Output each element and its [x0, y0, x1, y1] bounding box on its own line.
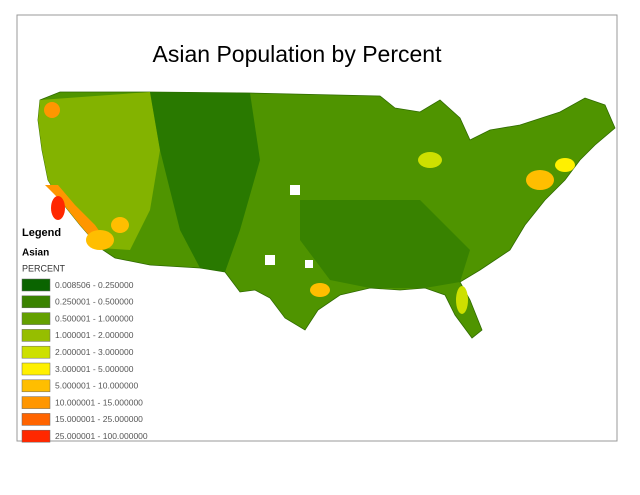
legend-label: 5.000001 - 10.000000 [55, 381, 138, 391]
legend-label: 2.000001 - 3.000000 [55, 347, 134, 357]
legend-layer: Asian [22, 248, 49, 259]
legend-swatch [21, 379, 51, 393]
legend-swatch [21, 278, 51, 292]
socal [86, 230, 114, 250]
legend-label: 15.000001 - 25.000000 [55, 414, 143, 424]
map-title: Asian Population by Percent [153, 41, 443, 67]
bay-area [51, 196, 65, 220]
legend-swatch [21, 362, 51, 376]
florida [456, 286, 468, 314]
no-data [265, 255, 275, 265]
new-england [555, 158, 575, 172]
no-data [290, 185, 300, 195]
legend-label: 3.000001 - 5.000000 [55, 364, 134, 374]
legend-swatch [21, 295, 51, 309]
legend-items: 0.008506 - 0.250000 0.250001 - 0.500000 0.… [21, 278, 148, 443]
texas [310, 283, 330, 297]
legend-label: 10.000001 - 15.000000 [55, 397, 143, 407]
legend-label: 0.008506 - 0.250000 [55, 280, 134, 290]
legend-swatch [21, 429, 51, 443]
south-region [300, 200, 470, 288]
legend-swatch [21, 396, 51, 409]
legend-label: 1.000001 - 2.000000 [55, 330, 134, 340]
legend-label: 25.000001 - 100.000000 [55, 431, 148, 441]
us-map [37, 91, 616, 339]
northeast [526, 170, 554, 190]
legend-field: PERCENT [22, 263, 66, 273]
legend-swatch [21, 413, 51, 426]
legend-label: 0.500001 - 1.000000 [55, 313, 134, 323]
legend-swatch [21, 329, 51, 342]
legend-swatch [21, 312, 51, 325]
legend-heading: Legend [22, 227, 61, 239]
seattle [44, 102, 60, 118]
no-data [305, 260, 313, 268]
legend-label: 0.250001 - 0.500000 [55, 297, 134, 307]
plains-region [150, 92, 260, 272]
midwest [418, 152, 442, 168]
legend-swatch [21, 345, 51, 359]
nevada [111, 217, 129, 233]
